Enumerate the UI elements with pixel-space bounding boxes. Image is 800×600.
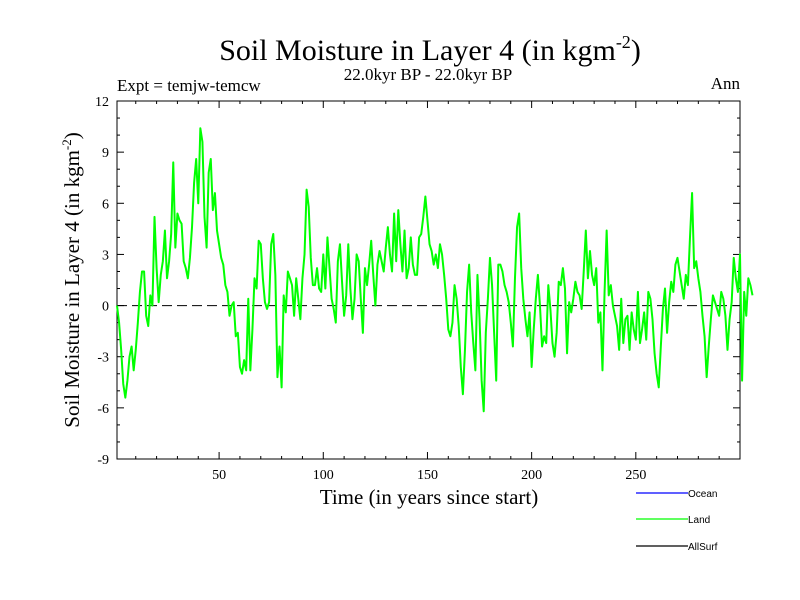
x-tick-label: 100 [313,468,334,483]
y-tick-label: 0 [102,300,109,315]
series-line-land [116,127,754,413]
plot-frame [116,100,741,460]
y-tick-label: -9 [97,453,109,468]
y-tick-label: -6 [97,402,109,417]
chart-subtitle: 22.0kyr BP - 22.0kyr BP [344,65,512,84]
season-label: Ann [711,74,741,93]
x-tick-label: 250 [625,468,646,483]
y-tick-label: -3 [97,351,109,366]
legend-label-allsurf: AllSurf [688,542,718,553]
x-tick-label: 200 [521,468,542,483]
x-tick-label: 150 [417,468,438,483]
y-tick-label: 3 [102,248,109,263]
experiment-label: Expt = temjw-temcw [117,76,261,95]
y-axis-label: Soil Moisture in Layer 4 (in kgm-2) [59,132,84,427]
y-tick-label: 12 [95,95,109,110]
y-tick-label: 6 [102,197,109,212]
chart-title: Soil Moisture in Layer 4 (in kgm-2) [219,32,641,67]
legend: Ocean Land AllSurf [636,489,718,553]
x-axis-label: Time (in years since start) [320,485,539,509]
legend-label-ocean: Ocean [688,489,717,500]
x-tick-label: 50 [212,468,226,483]
y-tick-label: 9 [102,146,109,161]
legend-label-land: Land [688,515,710,526]
